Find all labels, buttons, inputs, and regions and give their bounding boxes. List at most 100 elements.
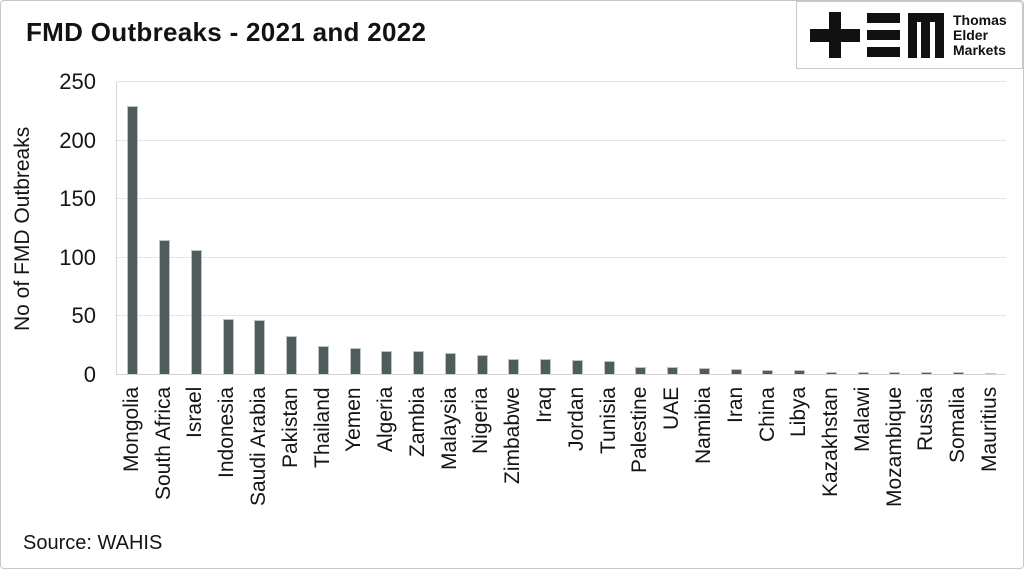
xlabel-cell-thailand: Thailand (307, 387, 339, 537)
bar-mongolia (127, 106, 139, 374)
bar-israel (190, 250, 202, 374)
xlabel-cell-palestine: Palestine (625, 387, 657, 537)
bar-malaysia (444, 353, 456, 374)
bar-nigeria (476, 355, 488, 374)
bar-cell-mauritius (974, 82, 1006, 374)
logo-line-thomas: Thomas (953, 11, 1007, 28)
bar-cell-mozambique (879, 82, 911, 374)
xlabel-cell-kazakhstan: Kazakhstan (815, 387, 847, 537)
ytick-200: 200 (59, 127, 96, 153)
xlabel-namibia: Namibia (691, 387, 715, 465)
xlabel-nigeria: Nigeria (469, 387, 493, 454)
bar-cell-malaysia (435, 82, 467, 374)
bar-cell-zimbabwe (498, 82, 530, 374)
xlabel-cell-yemen: Yemen (338, 387, 370, 537)
xlabel-cell-algeria: Algeria (370, 387, 402, 537)
xlabel-israel: Israel (183, 387, 207, 439)
bar-kazakhstan (825, 372, 837, 374)
bar-cell-libya (784, 82, 816, 374)
logo-line-markets: Markets (953, 41, 1006, 58)
xlabel-thailand: Thailand (310, 387, 334, 468)
ytick-0: 0 (83, 362, 96, 387)
xlabel-cell-zambia: Zambia (402, 387, 434, 537)
bar-somalia (952, 372, 964, 374)
bar-algeria (381, 351, 393, 374)
bar-cell-zambia (403, 82, 435, 374)
bar-saudi-arabia (254, 320, 266, 374)
y-axis-title: No of FMD Outbreaks (11, 126, 34, 331)
xlabel-kazakhstan: Kazakhstan (819, 387, 843, 497)
bar-jordan (571, 360, 583, 374)
bar-malawi (857, 372, 869, 374)
bar-cell-jordan (562, 82, 594, 374)
bar-cell-pakistan (276, 82, 308, 374)
bar-series (117, 82, 1006, 374)
bar-cell-mongolia (117, 82, 149, 374)
ytick-50: 50 (71, 303, 96, 329)
xlabel-cell-jordan: Jordan (561, 387, 593, 537)
bar-iraq (540, 359, 552, 374)
logo-line-elder: Elder (953, 26, 989, 43)
ytick-250: 250 (59, 69, 96, 94)
gridline-150 (117, 198, 1006, 200)
xlabel-russia: Russia (914, 387, 938, 452)
xlabel-cell-israel: Israel (180, 387, 212, 537)
bar-cell-iraq (530, 82, 562, 374)
bar-mozambique (889, 372, 901, 374)
bar-cell-kazakhstan (816, 82, 848, 374)
xlabel-cell-south-africa: South Africa (148, 387, 180, 537)
xlabel-cell-mozambique: Mozambique (879, 387, 911, 537)
xlabel-china: China (755, 387, 779, 442)
bar-cell-palestine (625, 82, 657, 374)
bar-cell-china (752, 82, 784, 374)
xlabel-cell-namibia: Namibia (688, 387, 720, 537)
xlabel-malaysia: Malaysia (437, 387, 461, 470)
tem-logo-icon (810, 12, 944, 58)
bar-cell-somalia (943, 82, 975, 374)
bar-cell-nigeria (466, 82, 498, 374)
xlabel-mozambique: Mozambique (882, 387, 906, 508)
bar-cell-south-africa (149, 82, 181, 374)
xlabel-zambia: Zambia (405, 387, 429, 458)
x-axis-labels: Mongolia South Africa Israel Indonesia Saudi… (116, 387, 1006, 537)
bar-cell-indonesia (212, 82, 244, 374)
xlabel-south-africa: South Africa (151, 387, 175, 501)
xlabel-malawi: Malawi (850, 387, 874, 453)
xlabel-cell-somalia: Somalia (942, 387, 974, 537)
bar-uae (667, 367, 679, 374)
xlabel-cell-indonesia: Indonesia (211, 387, 243, 537)
ytick-150: 150 (59, 186, 96, 212)
gridline-50 (117, 315, 1006, 317)
xlabel-cell-saudi-arabia: Saudi Arabia (243, 387, 275, 537)
xlabel-somalia: Somalia (946, 387, 970, 463)
xlabel-tunisia: Tunisia (596, 387, 620, 454)
bar-mauritius (984, 373, 996, 374)
xlabel-cell-russia: Russia (911, 387, 943, 537)
xlabel-palestine: Palestine (628, 387, 652, 474)
xlabel-mauritius: Mauritius (977, 387, 1001, 473)
bar-zimbabwe (508, 359, 520, 374)
xlabel-libya: Libya (787, 387, 811, 438)
xlabel-cell-malaysia: Malaysia (434, 387, 466, 537)
source-note: Source: WAHIS (23, 532, 163, 554)
xlabel-iraq: Iraq (533, 387, 557, 424)
bar-cell-algeria (371, 82, 403, 374)
bar-cell-thailand (308, 82, 340, 374)
xlabel-pakistan: Pakistan (278, 387, 302, 468)
xlabel-saudi-arabia: Saudi Arabia (247, 387, 271, 507)
xlabel-cell-uae: UAE (656, 387, 688, 537)
bar-cell-tunisia (593, 82, 625, 374)
bar-yemen (349, 348, 361, 374)
bar-cell-uae (657, 82, 689, 374)
xlabel-indonesia: Indonesia (215, 387, 239, 479)
xlabel-cell-tunisia: Tunisia (593, 387, 625, 537)
tem-logo-text: Thomas Elder Markets (953, 11, 1007, 58)
plot-area (116, 81, 1006, 375)
bar-south-africa (159, 240, 171, 374)
xlabel-uae: UAE (660, 387, 684, 431)
xlabel-zimbabwe: Zimbabwe (501, 387, 525, 484)
xlabel-cell-nigeria: Nigeria (466, 387, 498, 537)
bar-namibia (698, 368, 710, 374)
bar-libya (794, 370, 806, 374)
